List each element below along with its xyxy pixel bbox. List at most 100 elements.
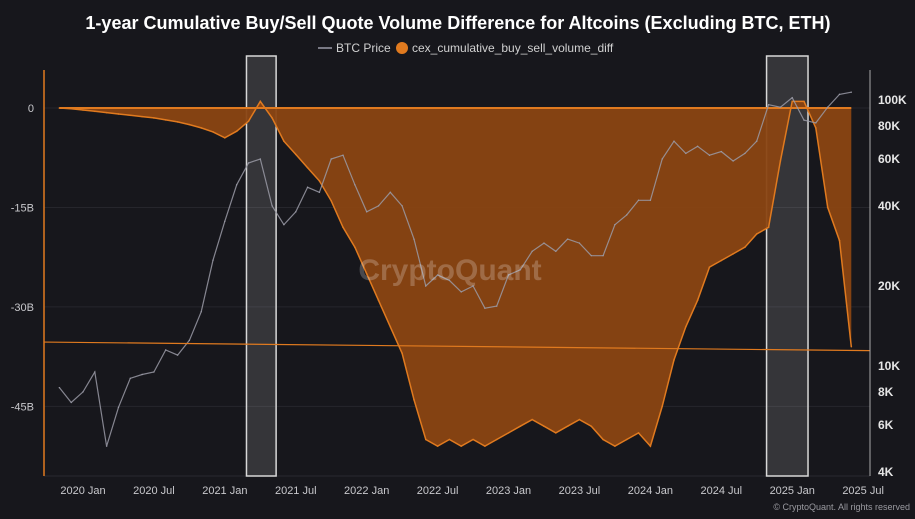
- diff-point: [685, 325, 687, 328]
- btc-point: [295, 211, 297, 213]
- x-tick-label: 2025 Jan: [770, 485, 815, 497]
- btc-point: [649, 199, 652, 201]
- diff-point: [58, 107, 61, 109]
- right-tick-label: 100K: [878, 93, 907, 107]
- btc-point: [212, 259, 214, 261]
- right-tick-label: 10K: [878, 359, 900, 373]
- chart-title: 1-year Cumulative Buy/Sell Quote Volume …: [85, 13, 830, 33]
- btc-point: [436, 274, 439, 276]
- diff-point: [94, 110, 96, 113]
- btc-point: [803, 119, 805, 121]
- btc-point: [519, 269, 522, 271]
- diff-point: [448, 438, 451, 441]
- diff-point: [271, 117, 273, 119]
- right-tick-label: 40K: [878, 199, 900, 213]
- btc-point: [401, 205, 403, 207]
- diff-point: [673, 359, 675, 361]
- btc-point: [58, 386, 61, 389]
- x-tick-label: 2024 Jan: [628, 485, 673, 497]
- btc-point: [531, 250, 533, 253]
- btc-point: [448, 279, 451, 282]
- diff-point: [472, 438, 474, 441]
- left-tick-label: -30B: [11, 302, 34, 314]
- diff-point: [755, 233, 758, 235]
- right-tick-label: 80K: [878, 119, 900, 133]
- btc-point: [70, 401, 72, 404]
- diff-point: [389, 325, 392, 328]
- diff-point: [176, 121, 179, 123]
- btc-point: [153, 371, 155, 373]
- btc-point: [496, 305, 498, 307]
- x-tick-label: 2020 Jan: [60, 485, 105, 497]
- diff-point: [105, 111, 108, 114]
- legend[interactable]: BTC Price cex_cumulative_buy_sell_volume…: [318, 41, 614, 55]
- diff-point: [247, 120, 250, 123]
- btc-point: [105, 445, 108, 447]
- btc-point: [247, 162, 250, 164]
- diff-point: [235, 130, 238, 133]
- x-tick-label: 2022 Jul: [417, 485, 459, 497]
- diff-point: [543, 425, 545, 428]
- diff-point: [614, 445, 616, 447]
- btc-point: [389, 191, 392, 193]
- diff-point: [555, 432, 557, 434]
- diff-point: [625, 438, 628, 441]
- btc-point: [165, 349, 167, 351]
- btc-point: [365, 211, 368, 213]
- diff-point: [200, 127, 202, 129]
- btc-point: [673, 140, 675, 142]
- diff-point: [283, 140, 285, 142]
- btc-point: [318, 191, 321, 193]
- diff-point: [590, 425, 593, 428]
- diff-point: [779, 160, 782, 162]
- diff-point: [720, 259, 723, 262]
- x-tick-label: 2021 Jul: [275, 485, 317, 497]
- diff-point: [815, 127, 817, 129]
- btc-point: [342, 154, 344, 156]
- btc-point: [306, 186, 309, 188]
- btc-point: [235, 184, 238, 186]
- copyright: © CryptoQuant. All rights reserved: [773, 502, 910, 512]
- btc-point: [590, 254, 592, 257]
- btc-point: [413, 238, 415, 240]
- btc-point: [602, 254, 604, 257]
- diff-point: [732, 253, 734, 255]
- btc-point: [850, 91, 852, 93]
- btc-point: [685, 152, 687, 155]
- diff-point: [153, 117, 155, 119]
- diff-point: [826, 206, 829, 209]
- btc-point: [82, 391, 84, 393]
- x-tick-label: 2020 Jul: [133, 485, 175, 497]
- left-tick-label: 0: [28, 103, 34, 115]
- diff-point: [661, 405, 663, 408]
- x-tick-label: 2023 Jan: [486, 485, 531, 497]
- diff-point: [708, 266, 711, 268]
- x-tick-label: 2024 Jul: [700, 485, 742, 497]
- diff-point: [803, 100, 805, 103]
- diff-point: [436, 445, 439, 447]
- diff-point: [495, 438, 498, 441]
- highlight-box: [245, 55, 277, 477]
- diff-point: [401, 352, 403, 355]
- diff-point: [365, 272, 368, 275]
- btc-point: [377, 205, 380, 207]
- btc-point: [224, 220, 226, 223]
- right-tick-label: 6K: [878, 418, 894, 432]
- btc-point: [661, 158, 663, 160]
- btc-point: [117, 406, 120, 409]
- right-tick-label: 4K: [878, 465, 894, 479]
- btc-point: [756, 140, 758, 142]
- diff-point: [306, 166, 309, 169]
- diff-point: [838, 239, 841, 242]
- diff-line: [59, 100, 853, 448]
- btc-point: [578, 242, 581, 244]
- btc-point: [460, 291, 462, 293]
- diff-point: [696, 299, 699, 302]
- diff-point: [82, 109, 84, 111]
- diff-point: [460, 445, 463, 447]
- btc-point: [637, 199, 640, 201]
- diff-point: [531, 418, 533, 421]
- diff-point: [330, 200, 333, 202]
- btc-point: [472, 285, 474, 287]
- btc-point: [614, 223, 616, 226]
